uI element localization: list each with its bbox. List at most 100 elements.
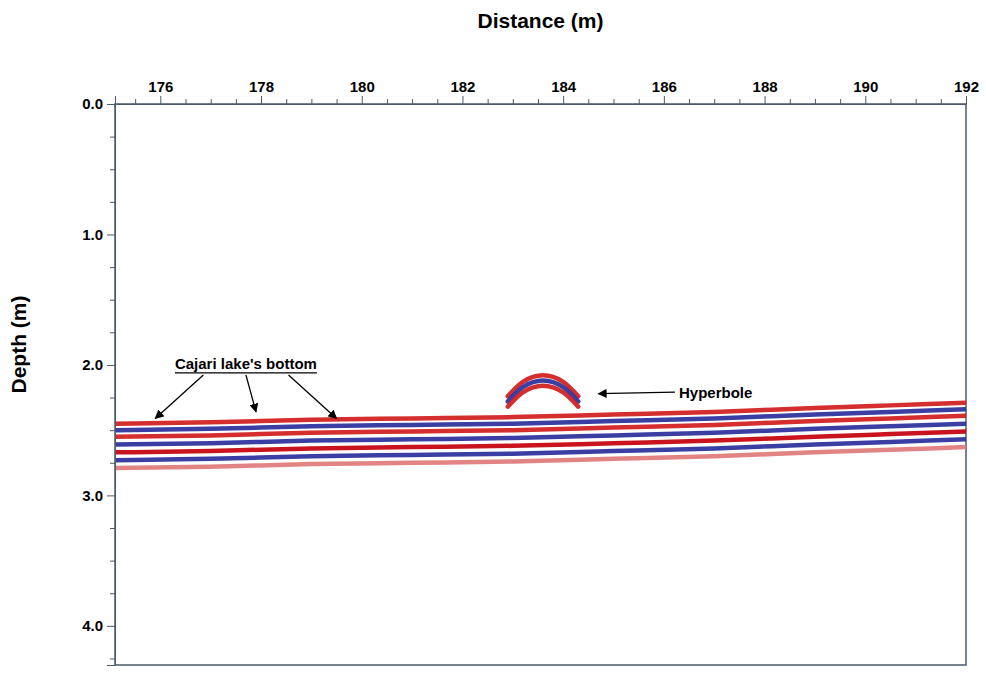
- x-minor-tick: [714, 99, 715, 104]
- y-minor-ticks: [110, 137, 115, 659]
- y-tick-mark: [107, 365, 115, 366]
- x-tick-mark: [160, 96, 161, 104]
- x-minor-tick-mark: [185, 99, 186, 104]
- y-tick: 1.0: [82, 226, 115, 243]
- x-minor-tick-mark: [739, 99, 740, 104]
- x-minor-tick: [538, 99, 539, 104]
- y-minor-tick: [110, 593, 115, 594]
- y-minor-tick-mark: [110, 528, 115, 529]
- y-minor-tick-mark: [110, 561, 115, 562]
- x-minor-tick-mark: [916, 99, 917, 104]
- x-minor-tick-mark: [135, 99, 136, 104]
- x-minor-tick: [614, 99, 615, 104]
- x-tick-label: 184: [551, 78, 577, 95]
- y-tick: 3.0: [82, 487, 115, 504]
- x-minor-tick-mark: [488, 99, 489, 104]
- annotations: Cajari lake's bottomHyperbole: [155, 355, 752, 419]
- x-tick-label: 186: [652, 78, 677, 95]
- annotation-text: Cajari lake's bottom: [175, 355, 317, 372]
- x-tick: 190: [853, 78, 878, 104]
- x-minor-tick-mark: [815, 99, 816, 104]
- x-minor-tick-mark: [286, 99, 287, 104]
- y-minor-tick-mark: [110, 202, 115, 203]
- x-minor-tick-mark: [387, 99, 388, 104]
- y-minor-tick-mark: [110, 169, 115, 170]
- x-minor-tick: [437, 99, 438, 104]
- y-minor-tick: [110, 528, 115, 529]
- x-tick-mark: [563, 96, 564, 104]
- y-tick-mark: [107, 234, 115, 235]
- x-minor-tick: [387, 99, 388, 104]
- y-minor-tick-mark: [110, 430, 115, 431]
- x-axis-line: [116, 96, 967, 105]
- x-tick: 182: [450, 78, 475, 104]
- y-minor-tick-mark: [110, 300, 115, 301]
- y-axis-title: Depth (m): [7, 296, 30, 394]
- x-minor-tick-mark: [689, 99, 690, 104]
- y-minor-tick: [110, 137, 115, 138]
- x-minor-tick-mark: [790, 99, 791, 104]
- x-minor-tick: [689, 99, 690, 104]
- x-tick-label: 192: [954, 78, 979, 95]
- x-minor-tick-mark: [437, 99, 438, 104]
- x-minor-tick-mark: [538, 99, 539, 104]
- x-minor-tick-mark: [513, 99, 514, 104]
- x-tick-mark: [865, 96, 866, 104]
- x-tick-label: 182: [450, 78, 475, 95]
- x-tick-label: 190: [853, 78, 878, 95]
- x-minor-tick: [739, 99, 740, 104]
- x-minor-tick: [790, 99, 791, 104]
- x-minor-tick: [513, 99, 514, 104]
- x-minor-tick-mark: [337, 99, 338, 104]
- y-tick-label: 1.0: [82, 226, 103, 243]
- x-minor-tick-mark: [890, 99, 891, 104]
- y-tick: 2.0: [82, 356, 115, 373]
- annotation-arrow: [598, 392, 675, 394]
- plot-frame: [115, 104, 966, 665]
- y-minor-tick: [110, 658, 115, 659]
- x-minor-tick-mark: [840, 99, 841, 104]
- x-axis: 176178180182184186188190192: [116, 78, 980, 105]
- x-minor-tick: [941, 99, 942, 104]
- x-minor-tick-mark: [639, 99, 640, 104]
- annotation-arrow: [289, 375, 337, 419]
- x-minor-tick: [488, 99, 489, 104]
- x-minor-tick-mark: [412, 99, 413, 104]
- y-tick-label: 2.0: [82, 356, 103, 373]
- x-minor-tick: [639, 99, 640, 104]
- x-axis-title: Distance (m): [477, 9, 603, 32]
- y-minor-tick-mark: [110, 332, 115, 333]
- y-axis-line: [107, 105, 116, 666]
- x-minor-tick-mark: [614, 99, 615, 104]
- y-minor-tick-mark: [110, 593, 115, 594]
- x-tick: 188: [753, 78, 778, 104]
- y-tick-mark: [107, 626, 115, 627]
- x-minor-tick: [211, 99, 212, 104]
- x-tick-label: 178: [249, 78, 274, 95]
- y-axis: 0.0 1.0 2.0 3.0 4.0: [82, 95, 115, 665]
- y-tick-mark: [107, 495, 115, 496]
- x-tick: 186: [652, 78, 677, 104]
- x-minor-tick: [185, 99, 186, 104]
- x-minor-tick: [815, 99, 816, 104]
- x-tick-mark: [462, 96, 463, 104]
- y-tick-mark: [107, 104, 115, 105]
- x-minor-ticks: [136, 99, 942, 104]
- x-tick: 178: [249, 78, 274, 104]
- x-minor-tick: [840, 99, 841, 104]
- reflector: [115, 447, 966, 468]
- x-tick: 184: [551, 78, 577, 104]
- x-minor-tick: [337, 99, 338, 104]
- y-tick: 0.0: [82, 95, 115, 112]
- y-minor-tick: [110, 463, 115, 464]
- x-tick-mark: [362, 96, 363, 104]
- x-minor-tick: [916, 99, 917, 104]
- y-minor-tick: [110, 169, 115, 170]
- x-tick-label: 188: [753, 78, 778, 95]
- y-minor-tick-mark: [110, 658, 115, 659]
- y-tick-label: 3.0: [82, 487, 103, 504]
- y-tick: 4.0: [82, 617, 115, 634]
- annotation-arrow: [155, 375, 203, 419]
- y-minor-tick-mark: [110, 137, 115, 138]
- reflector: [508, 386, 578, 407]
